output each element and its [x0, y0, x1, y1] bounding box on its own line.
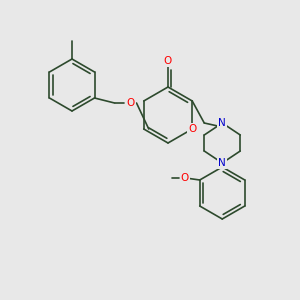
Text: O: O [188, 124, 196, 134]
Text: O: O [126, 98, 135, 108]
Text: N: N [218, 118, 226, 128]
Text: N: N [218, 158, 226, 168]
Text: O: O [181, 173, 189, 183]
Text: O: O [164, 56, 172, 66]
